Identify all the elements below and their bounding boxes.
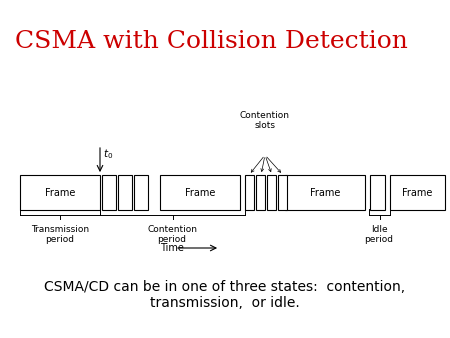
Bar: [245, 175, 254, 210]
Text: Frame: Frame: [402, 188, 433, 197]
Bar: [390, 175, 445, 210]
Bar: [20, 175, 100, 210]
Bar: [285, 175, 365, 210]
Bar: [256, 175, 265, 210]
Text: Frame: Frame: [310, 188, 340, 197]
Text: Contention
slots: Contention slots: [240, 111, 290, 130]
Bar: [267, 175, 276, 210]
Text: Time: Time: [160, 243, 184, 253]
Text: Transmission
period: Transmission period: [31, 225, 89, 244]
Bar: [102, 175, 116, 210]
Bar: [118, 175, 132, 210]
Text: Contention
period: Contention period: [147, 225, 197, 244]
Text: Frame: Frame: [185, 188, 215, 197]
Bar: [278, 175, 287, 210]
Text: CSMA/CD can be in one of three states:  contention,: CSMA/CD can be in one of three states: c…: [45, 280, 405, 294]
Bar: [160, 175, 240, 210]
Text: Idle
period: Idle period: [364, 225, 393, 244]
Text: transmission,  or idle.: transmission, or idle.: [150, 296, 300, 310]
Bar: [134, 175, 148, 210]
Text: $t_0$: $t_0$: [103, 147, 113, 161]
Bar: [370, 175, 385, 210]
Text: CSMA with Collision Detection: CSMA with Collision Detection: [15, 30, 408, 53]
Text: Frame: Frame: [45, 188, 75, 197]
